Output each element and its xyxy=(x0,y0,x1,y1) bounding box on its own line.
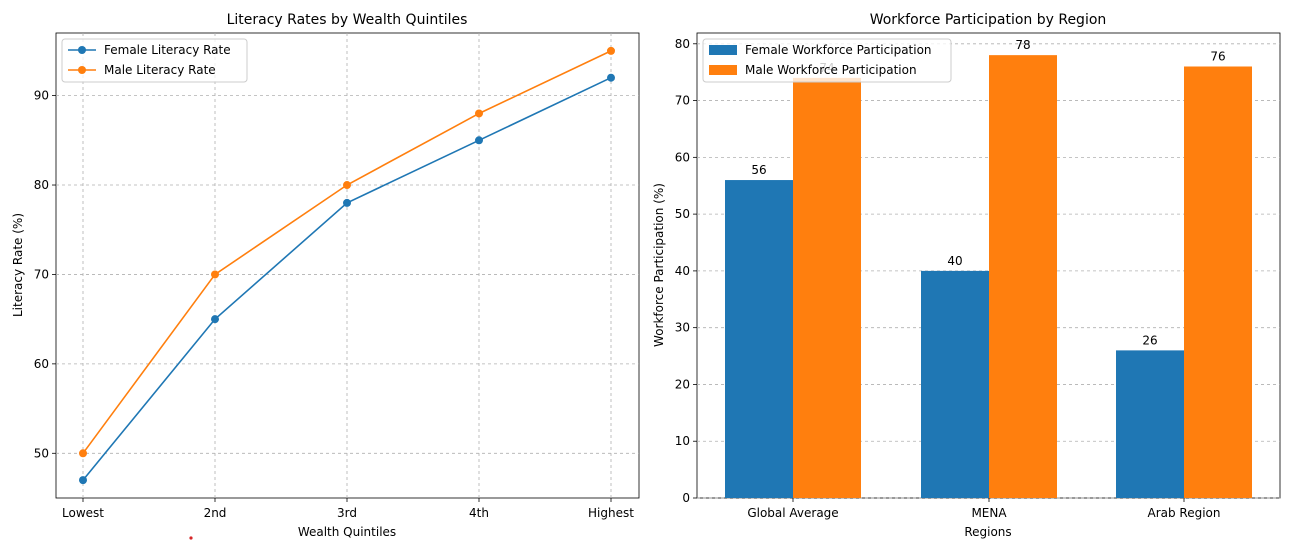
right-xtick-label: Global Average xyxy=(747,506,838,520)
left-x-axis-label: Wealth Quintiles xyxy=(298,525,396,539)
left-series-point-1 xyxy=(343,181,351,190)
right-bar-series-0 xyxy=(725,180,793,499)
left-series-point-1 xyxy=(79,449,87,458)
right-ytick-label: 10 xyxy=(675,434,690,448)
left-ytick-label: 70 xyxy=(34,267,49,281)
left-ytick-label: 60 xyxy=(34,357,49,371)
right-bar-value-label: 56 xyxy=(751,163,766,177)
left-plot-area xyxy=(55,32,640,499)
right-legend: Female Workforce Participation Male Workf… xyxy=(702,38,952,83)
bar-chart-workforce: Workforce Participation by Region 56 40 26… xyxy=(652,12,1281,539)
left-xtick-label: 3rd xyxy=(337,506,357,520)
left-ytick-label: 80 xyxy=(34,178,49,192)
left-chart-title: Literacy Rates by Wealth Quintiles xyxy=(227,12,468,28)
right-ytick-label: 0 xyxy=(682,491,690,505)
left-series-point-0 xyxy=(79,476,87,485)
left-series-point-1 xyxy=(211,270,219,279)
left-ytick-label: 50 xyxy=(34,446,49,460)
left-y-axis-label: Literacy Rate (%) xyxy=(11,213,25,317)
left-legend-label: Female Literacy Rate xyxy=(104,43,231,57)
right-bar-value-label: 76 xyxy=(1210,49,1225,63)
left-legend-label: Male Literacy Rate xyxy=(104,63,216,77)
right-legend-swatch xyxy=(709,45,737,55)
left-legend-marker xyxy=(78,66,86,74)
left-legend-marker xyxy=(78,46,86,54)
right-ytick-label: 20 xyxy=(675,377,690,391)
right-bar-series-0 xyxy=(1116,350,1184,498)
right-xtick-label: MENA xyxy=(971,506,1007,520)
left-series-point-0 xyxy=(475,136,483,145)
right-ytick-label: 80 xyxy=(675,37,690,51)
right-ytick-label: 50 xyxy=(675,207,690,221)
right-bar-series-1 xyxy=(793,77,861,498)
left-series-point-1 xyxy=(475,109,483,118)
left-xtick-label: 2nd xyxy=(204,506,227,520)
right-legend-box xyxy=(702,38,952,83)
left-xtick-label: 4th xyxy=(469,506,489,520)
left-legend-box xyxy=(61,38,248,83)
right-bar-value-label: 78 xyxy=(1015,38,1030,52)
left-series-point-0 xyxy=(607,73,615,82)
right-bar-value-label: 40 xyxy=(947,254,962,268)
right-legend-swatch xyxy=(709,65,737,75)
left-ytick-label: 90 xyxy=(34,89,49,103)
line-chart-literacy: Literacy Rates by Wealth Quintiles 50 60 7… xyxy=(11,12,640,539)
right-chart-title: Workforce Participation by Region xyxy=(870,12,1107,28)
right-bar-series-1 xyxy=(1184,66,1252,498)
left-series-point-1 xyxy=(607,46,615,55)
left-series-point-0 xyxy=(211,315,219,324)
right-legend-label: Female Workforce Participation xyxy=(745,43,932,57)
left-series-point-0 xyxy=(343,198,351,207)
right-x-axis-label: Regions xyxy=(964,525,1011,539)
right-bar-value-label: 26 xyxy=(1142,333,1157,347)
left-xtick-label: Highest xyxy=(588,506,634,520)
left-xtick-label: Lowest xyxy=(62,506,104,520)
right-ytick-label: 40 xyxy=(675,264,690,278)
right-y-axis-label: Workforce Participation (%) xyxy=(652,183,666,347)
left-legend: Female Literacy Rate Male Literacy Rate xyxy=(61,38,248,83)
right-bar-series-0 xyxy=(921,270,989,498)
right-ytick-label: 70 xyxy=(675,94,690,108)
right-ytick-label: 60 xyxy=(675,150,690,164)
right-ytick-label: 30 xyxy=(675,321,690,335)
stray-dot xyxy=(189,536,193,540)
right-xtick-label: Arab Region xyxy=(1147,506,1220,520)
right-legend-label: Male Workforce Participation xyxy=(745,63,917,77)
right-bar-series-1 xyxy=(989,55,1057,499)
